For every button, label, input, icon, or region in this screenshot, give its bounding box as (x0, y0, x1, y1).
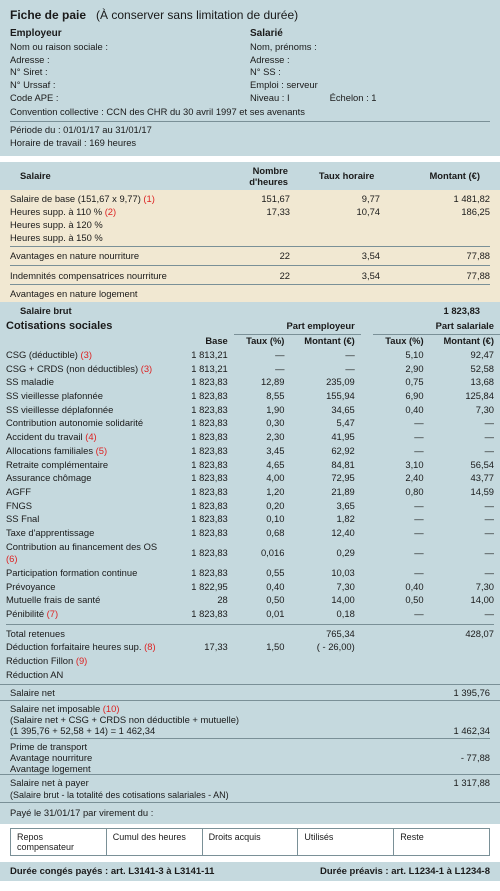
net-block: Salaire net 1 395,76 Salaire net imposab… (0, 682, 500, 824)
header-block: Fiche de paie (À conserver sans limitati… (0, 0, 500, 156)
employer-col: Employeur Nom ou raison sociale : Adress… (10, 28, 250, 104)
cotisations-block: Cotisations sociales Part employeur Part… (0, 319, 500, 683)
footer-boxes: Repos compensateur Cumul des heures Droi… (10, 828, 490, 856)
doc-title: Fiche de paie (À conserver sans limitati… (10, 8, 490, 22)
salary-body: Salaire de base (151,67 x 9,77) (1) 151,… (0, 190, 500, 302)
brut-row: Salaire brut 1 823,83 (0, 302, 500, 319)
salary-header: Salaire Nombre d'heures Taux horaire Mon… (0, 162, 500, 190)
legal-footer: Durée congés payés : art. L3141-3 à L314… (0, 862, 500, 881)
employee-col: Salarié Nom, prénoms : Adresse : N° SS :… (250, 28, 490, 104)
